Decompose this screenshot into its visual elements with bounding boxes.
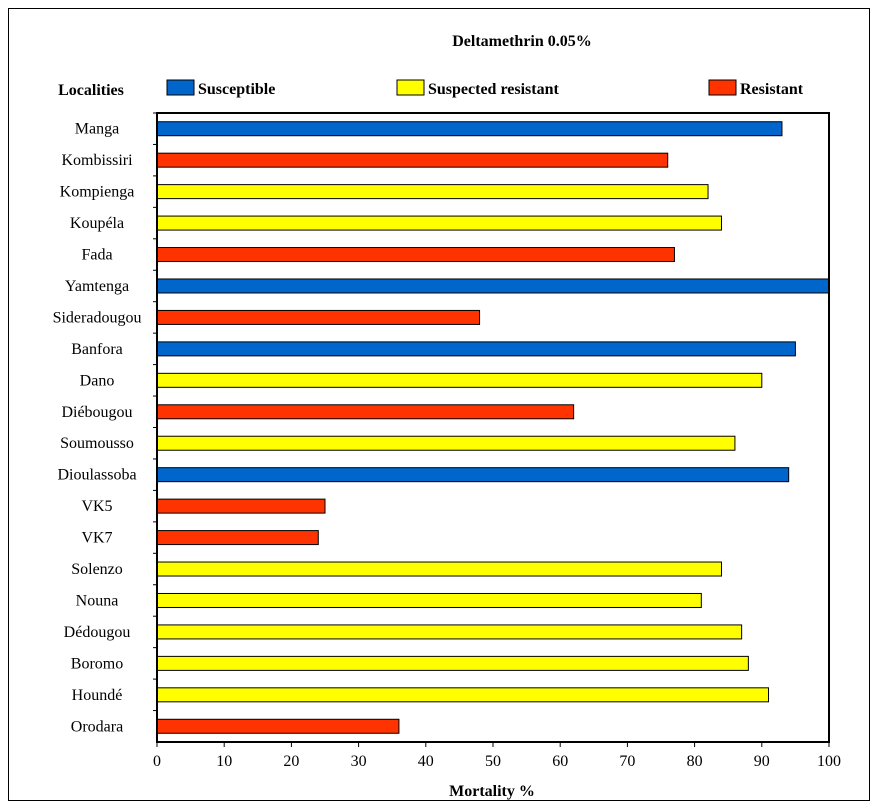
x-tick-label: 40 [418,753,434,770]
bar [156,152,669,168]
bar [156,184,709,200]
legend: Susceptible Suspected resistant Resistant [166,79,804,98]
category-label: Nouna [76,592,119,609]
category-label: Diébougou [61,404,132,421]
x-tick-label: 10 [216,753,232,770]
category-label: Solenzo [71,561,123,578]
category-label: Dioulassoba [57,467,136,484]
legend-label-resistant: Resistant [740,81,804,98]
bar [156,561,722,577]
x-tick-label: 0 [153,753,161,770]
bar [156,404,575,420]
category-label: Orodara [71,718,123,735]
x-tick-label: 30 [351,753,367,770]
category-label: Dédougou [64,624,131,641]
bar [156,341,796,357]
legend-label-suspected: Suspected resistant [428,81,559,98]
bar [156,215,722,231]
x-tick-label: 20 [283,753,299,770]
bar [156,530,319,546]
legend-swatch-resistant [708,79,737,96]
category-label: Banfora [71,341,123,358]
legend-swatch-susceptible [166,79,195,96]
legend-swatch-suspected [396,79,425,96]
category-label: Kombissiri [61,152,133,169]
y-axis-label: Localities [58,82,124,99]
bar [156,624,743,640]
category-label: Kompienga [60,184,135,201]
category-label: Yamtenga [65,278,129,295]
bar [156,435,736,451]
legend-label-susceptible: Susceptible [198,81,275,98]
category-label: Houndé [72,687,123,704]
bar [156,247,675,263]
bar [156,655,749,671]
x-axis-label: Mortality % [449,783,535,800]
x-tick-label: 50 [485,753,501,770]
x-tick-label: 60 [552,753,568,770]
plot-area [156,112,830,743]
category-label: Soumousso [60,435,134,452]
category-label: Boromo [71,655,123,672]
bars-group [156,121,830,734]
bar [156,467,790,483]
bar-chart: Deltamethrin 0.05% Localities Susceptibl… [53,33,841,800]
axes: 0 10 20 30 40 50 60 70 80 90 100 [153,112,841,770]
chart-frame: Deltamethrin 0.05% Localities Susceptibl… [8,8,870,801]
bar [156,718,400,734]
x-tick-label: 100 [817,753,841,770]
category-labels: Manga Kombissiri Kompienga Koupéla Fada Yamte… [53,121,142,736]
x-tick-label: 80 [687,753,703,770]
bar [156,592,702,608]
bar [156,372,763,388]
category-label: VK7 [81,530,112,547]
x-tick-label: 70 [619,753,635,770]
bar [156,687,770,703]
bar [156,121,783,137]
bar [156,498,326,514]
bar [156,278,830,294]
chart-title: Deltamethrin 0.05% [452,33,592,50]
bar [156,309,481,325]
category-label: Dano [80,372,115,389]
category-label: Koupéla [70,215,124,232]
category-label: Manga [75,121,119,138]
category-label: VK5 [81,498,112,515]
category-label: Fada [81,247,112,264]
x-tick-label: 90 [754,753,770,770]
category-label: Sideradougou [53,309,142,326]
